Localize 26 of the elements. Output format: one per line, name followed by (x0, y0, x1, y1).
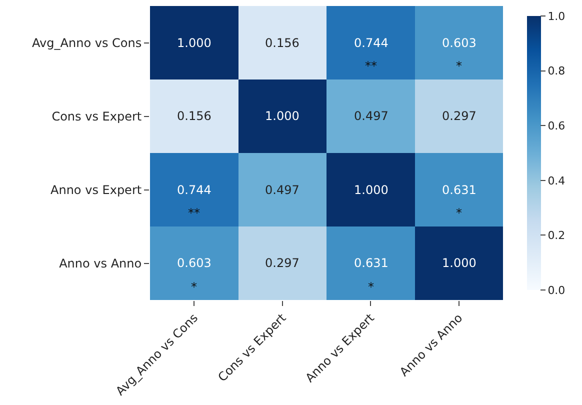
y-tick-label: Cons vs Expert (52, 109, 142, 124)
data-label: 0.297 (265, 256, 300, 270)
y-tick-label: Anno vs Anno (59, 256, 142, 270)
color-bar-label: 1.0 (548, 10, 566, 23)
data-label: 0.497 (265, 183, 300, 197)
color-bar-label: 0.6 (548, 119, 566, 132)
data-label: 0.497 (354, 109, 388, 123)
data-label: 0.631 * (442, 183, 476, 220)
y-tick-label: Avg_Anno vs Cons (32, 36, 142, 50)
data-label: 0.156 (177, 109, 212, 123)
data-label: 1.000 (354, 183, 388, 197)
data-label: 1.000 (177, 36, 212, 50)
data-label: 0.631 * (354, 256, 388, 294)
data-label: 0.744 ** (354, 36, 388, 73)
data-label: 0.603 * (442, 36, 476, 73)
data-label: 0.603 * (177, 256, 212, 294)
data-label: 0.744 ** (177, 183, 212, 220)
color-bar-label: 0.0 (548, 284, 566, 297)
data-label: 0.156 (265, 36, 300, 50)
color-bar-label: 0.8 (548, 64, 566, 78)
data-label: 0.297 (442, 109, 476, 123)
data-label: 1.000 (265, 109, 300, 123)
color-bar-label: 0.4 (548, 174, 566, 188)
data-label: 1.000 (442, 256, 476, 270)
color-bar-label: 0.2 (548, 229, 566, 242)
y-tick-label: Anno vs Expert (50, 182, 142, 197)
